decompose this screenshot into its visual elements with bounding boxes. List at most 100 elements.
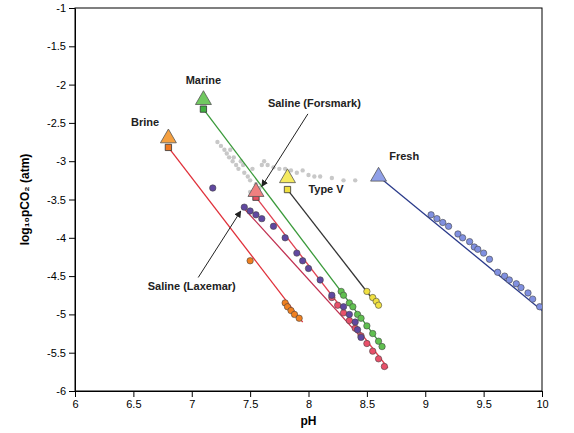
circle-marker	[428, 212, 434, 218]
tick-mark	[542, 391, 543, 397]
circle-marker	[370, 348, 376, 354]
circle-marker	[265, 163, 269, 167]
series	[371, 167, 387, 181]
triangle-marker	[248, 183, 264, 197]
series	[364, 288, 382, 308]
tick-label: -3.5	[47, 194, 66, 206]
circle-marker	[215, 140, 219, 144]
circle-marker	[247, 208, 253, 214]
triangle-marker	[280, 169, 296, 183]
series	[329, 294, 388, 369]
tick: -1	[56, 2, 75, 14]
circle-marker	[277, 167, 281, 171]
tick-mark	[69, 238, 75, 239]
tick: 8.5	[360, 391, 375, 410]
circle-marker	[232, 155, 236, 159]
tick-mark	[69, 46, 75, 47]
tick-mark	[69, 353, 75, 354]
tick-label: -4.5	[47, 270, 66, 282]
tick: 6	[72, 391, 78, 410]
circle-marker	[222, 148, 226, 152]
y-axis: -6-5.5-5-4.5-4-3.5-3-2.5-2-1.5-1	[47, 2, 75, 397]
marks	[160, 91, 542, 370]
tick-label: 10	[536, 398, 548, 410]
circle-marker	[330, 176, 334, 180]
tick-mark	[367, 391, 368, 397]
tick-mark	[69, 276, 75, 277]
tick-mark	[133, 391, 134, 397]
tick: 9	[423, 391, 429, 410]
tick-label: -2	[56, 79, 66, 91]
tick: 10	[536, 391, 548, 410]
tick-label: 6	[72, 398, 78, 410]
annotation-arrow	[262, 114, 308, 187]
series	[160, 129, 176, 143]
circle-marker	[260, 163, 264, 167]
circle-marker	[466, 238, 472, 244]
tick-label: -5	[56, 308, 66, 320]
x-axis-title: pH	[301, 414, 317, 428]
series	[338, 288, 385, 350]
circle-marker	[353, 178, 357, 182]
line	[379, 177, 542, 311]
circle-marker	[210, 185, 216, 191]
tick: 6.5	[126, 391, 141, 410]
series	[287, 190, 378, 307]
series	[280, 169, 296, 183]
annotation: Type V	[308, 183, 344, 195]
circle-marker	[318, 174, 322, 178]
tick: 7.5	[243, 391, 258, 410]
circle-marker	[381, 363, 387, 369]
annotations: MarineBrineSaline (Forsmark)Type VFreshS…	[131, 74, 419, 293]
circle-marker	[228, 148, 232, 152]
annotation: Marine	[186, 74, 221, 86]
tick-label: 7.5	[243, 398, 258, 410]
square-marker	[284, 186, 290, 192]
circle-marker	[270, 223, 276, 229]
circle-marker	[227, 155, 231, 159]
x-axis: 66.577.588.599.510	[72, 391, 548, 410]
circle-marker	[364, 288, 370, 294]
tick: -2.5	[47, 117, 75, 129]
tick-label: -5.5	[47, 347, 66, 359]
series	[165, 144, 171, 150]
tick: -5.5	[47, 347, 75, 359]
circle-marker	[375, 302, 381, 308]
circle-marker	[340, 310, 346, 316]
tick: -1.5	[47, 40, 75, 52]
circle-marker	[329, 292, 335, 298]
circle-marker	[486, 256, 492, 262]
circle-marker	[529, 296, 535, 302]
tick-mark	[69, 314, 75, 315]
circle-marker	[294, 250, 300, 256]
series	[256, 197, 388, 368]
circle-marker	[346, 317, 352, 323]
tick: 8	[306, 391, 312, 410]
circle-marker	[230, 159, 234, 163]
circle-marker	[494, 269, 500, 275]
circle-marker	[246, 174, 250, 178]
tick-mark	[69, 200, 75, 201]
line	[287, 190, 378, 307]
circle-marker	[312, 174, 316, 178]
circle-marker	[358, 315, 364, 321]
circle-marker	[262, 159, 266, 163]
tick-label: -4	[56, 232, 66, 244]
circle-marker	[434, 215, 440, 221]
tick: -4.5	[47, 270, 75, 282]
tick-mark	[69, 8, 75, 9]
circle-marker	[225, 151, 229, 155]
circle-marker	[219, 144, 223, 148]
tick: -6	[56, 385, 75, 397]
tick-label: 7	[189, 398, 195, 410]
circle-marker	[350, 304, 356, 310]
circle-marker	[299, 258, 305, 264]
tick-label: 8	[306, 398, 312, 410]
tick-mark	[75, 391, 76, 397]
circle-marker	[340, 292, 346, 298]
tick-mark	[69, 161, 75, 162]
circle-marker	[247, 258, 253, 264]
tick-mark	[69, 123, 75, 124]
series	[210, 185, 365, 341]
circle-marker	[352, 319, 358, 325]
